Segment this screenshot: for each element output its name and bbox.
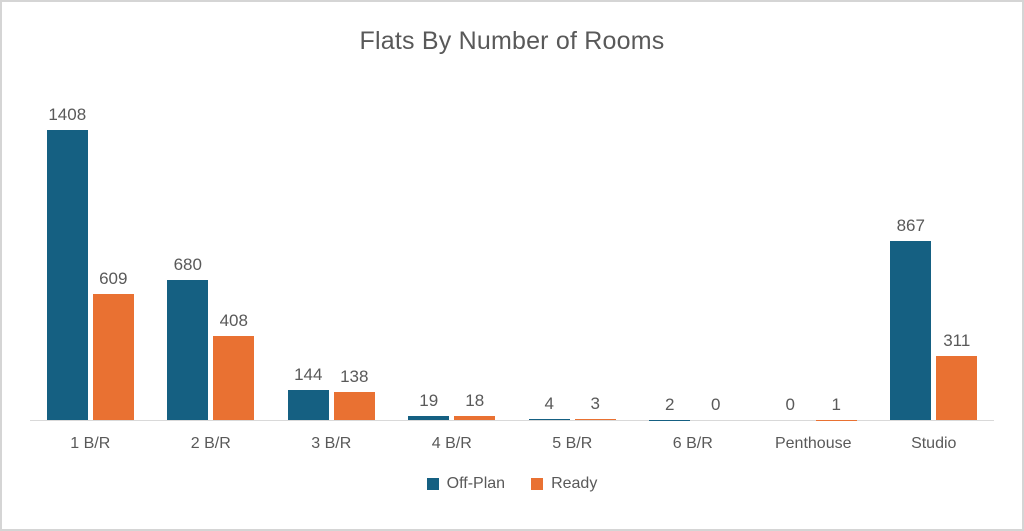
bar-value-label: 0 (785, 395, 795, 414)
legend-swatch-icon (531, 478, 544, 490)
legend-item-off-plan: Off-Plan (426, 475, 506, 493)
bar-value-label: 2 (665, 394, 675, 414)
bar-off-plan (46, 129, 88, 420)
x-axis-label: 6 B/R (672, 435, 713, 452)
bar-unit: 138 (333, 90, 375, 420)
legend-swatch-icon (426, 478, 439, 490)
x-axis-label: Penthouse (774, 435, 852, 452)
chart-title: Flats By Number of Rooms (359, 27, 665, 55)
bar-ready (936, 355, 978, 420)
bar-unit: 0 (695, 90, 736, 420)
bar-unit: 19 (408, 90, 450, 420)
bar-unit: 609 (92, 90, 134, 420)
bar-value-label: 138 (340, 366, 369, 386)
x-axis-label: 4 B/R (431, 435, 472, 452)
bar-unit: 680 (167, 90, 209, 420)
bar-value-label: 4 (544, 394, 554, 414)
bar-unit: 408 (213, 90, 255, 420)
legend-label: Off-Plan (446, 475, 506, 492)
bar-ready (213, 335, 255, 420)
x-axis-labels: 1 B/R 2 B/R 3 B/R 4 B/R 5 B/R 6 B/R Penthouse S… (30, 421, 994, 453)
bar-value-label: 680 (173, 254, 202, 274)
bar-off-plan (890, 241, 932, 420)
bar-off-plan (167, 279, 209, 420)
bar-off-plan (287, 390, 329, 420)
bar-value-label: 1 (831, 394, 841, 414)
bar-value-label: 311 (943, 330, 971, 350)
x-axis-label: 2 B/R (190, 435, 231, 452)
x-axis-label: 3 B/R (311, 435, 352, 452)
bar-value-label: 3 (590, 394, 600, 414)
bar-unit: 0 (770, 90, 811, 420)
bar-off-plan (408, 416, 450, 420)
bar-ready (333, 391, 375, 420)
bar-value-label: 144 (294, 365, 323, 385)
bar-value-label: 0 (711, 395, 721, 414)
bar-ready (454, 416, 496, 420)
bar-value-label: 18 (465, 391, 485, 411)
bar-unit: 144 (287, 90, 329, 420)
chart-legend: Off-Plan Ready (2, 475, 1022, 493)
bar-value-label: 408 (219, 310, 248, 330)
bar-group-3-b-r: 144 138 (271, 90, 392, 420)
bar-unit: 18 (454, 90, 496, 420)
bar-unit: 2 (649, 90, 691, 420)
x-axis-label: 1 B/R (70, 435, 111, 452)
bar-unit: 1 (815, 90, 857, 420)
bar-value-label: 19 (419, 391, 439, 411)
bar-value-label: 867 (896, 216, 925, 236)
bar-unit: 1408 (46, 90, 88, 420)
plot-area: 1408 609 680 408 144 138 19 18 4 3 2 0 0 1 867 311 (30, 90, 994, 421)
bar-unit: 3 (574, 90, 616, 420)
legend-item-ready: Ready (531, 475, 597, 493)
bar-unit: 311 (936, 90, 978, 420)
bar-value-label: 1408 (48, 104, 87, 124)
bar-ready (574, 419, 616, 420)
bar-group-studio: 867 311 (874, 90, 995, 420)
bar-ready (92, 294, 134, 420)
bar-group-4-b-r: 19 18 (392, 90, 513, 420)
bar-group-1-b-r: 1408 609 (30, 90, 151, 420)
bar-value-label: 609 (99, 269, 128, 289)
x-axis-label: Studio (911, 435, 957, 452)
bar-unit: 4 (528, 90, 570, 420)
bar-unit: 867 (890, 90, 932, 420)
x-axis-label: 5 B/R (552, 435, 593, 452)
legend-label: Ready (551, 475, 598, 492)
bar-group-2-b-r: 680 408 (151, 90, 272, 420)
bar-off-plan (528, 419, 570, 420)
